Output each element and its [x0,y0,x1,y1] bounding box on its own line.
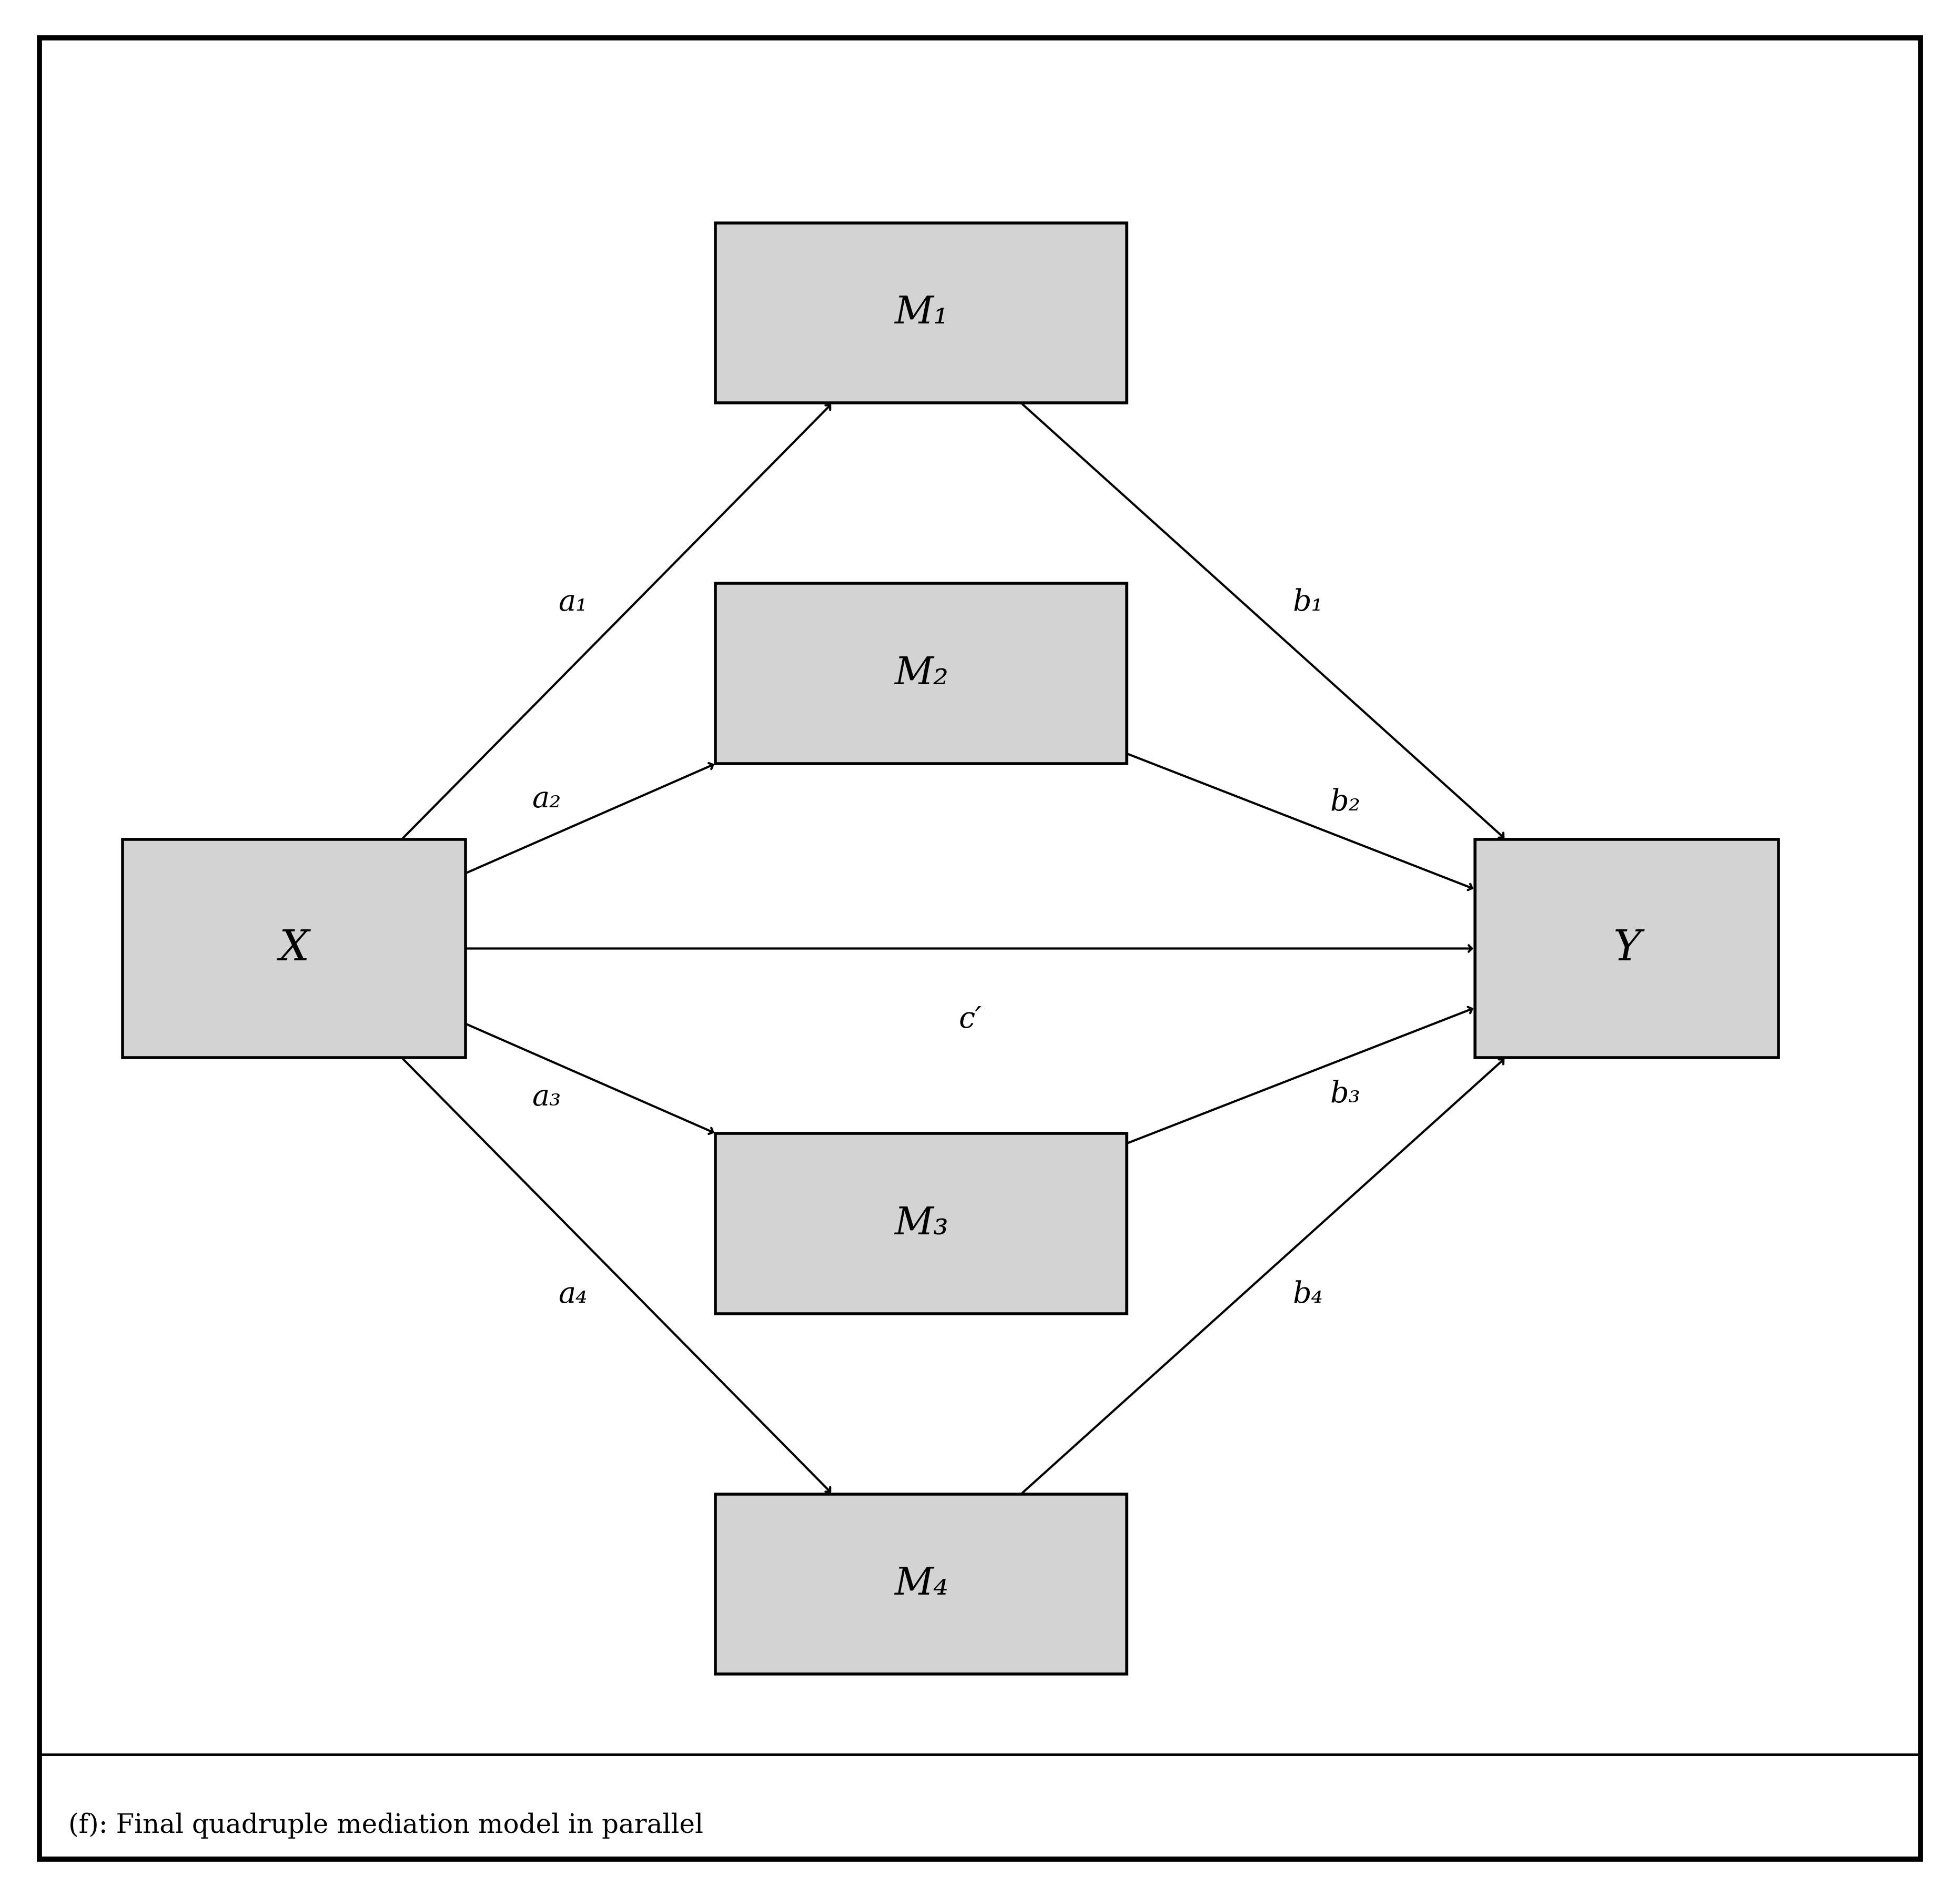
Bar [715,224,1127,404]
Text: (f): Final quadruple mediation model in parallel: (f): Final quadruple mediation model in … [69,1814,704,1838]
Text: b₂: b₂ [1331,787,1360,818]
Text: X: X [278,928,310,969]
Text: M₂: M₂ [894,654,949,692]
Text: M₄: M₄ [894,1565,949,1603]
Bar [715,1134,1127,1313]
Text: a₂: a₂ [531,785,561,814]
Bar [715,1495,1127,1673]
Text: Y: Y [1613,928,1641,969]
Text: a₄: a₄ [559,1280,588,1309]
Text: b₁: b₁ [1294,588,1323,617]
Text: a₁: a₁ [559,588,588,617]
Bar [715,584,1127,763]
Text: M₁: M₁ [894,294,949,332]
Text: c′: c′ [958,1005,982,1034]
Text: b₃: b₃ [1331,1079,1360,1110]
Bar [1474,838,1780,1059]
Bar [122,838,466,1059]
Text: a₃: a₃ [531,1083,561,1112]
Text: M₃: M₃ [894,1205,949,1243]
Text: b₄: b₄ [1294,1280,1323,1309]
